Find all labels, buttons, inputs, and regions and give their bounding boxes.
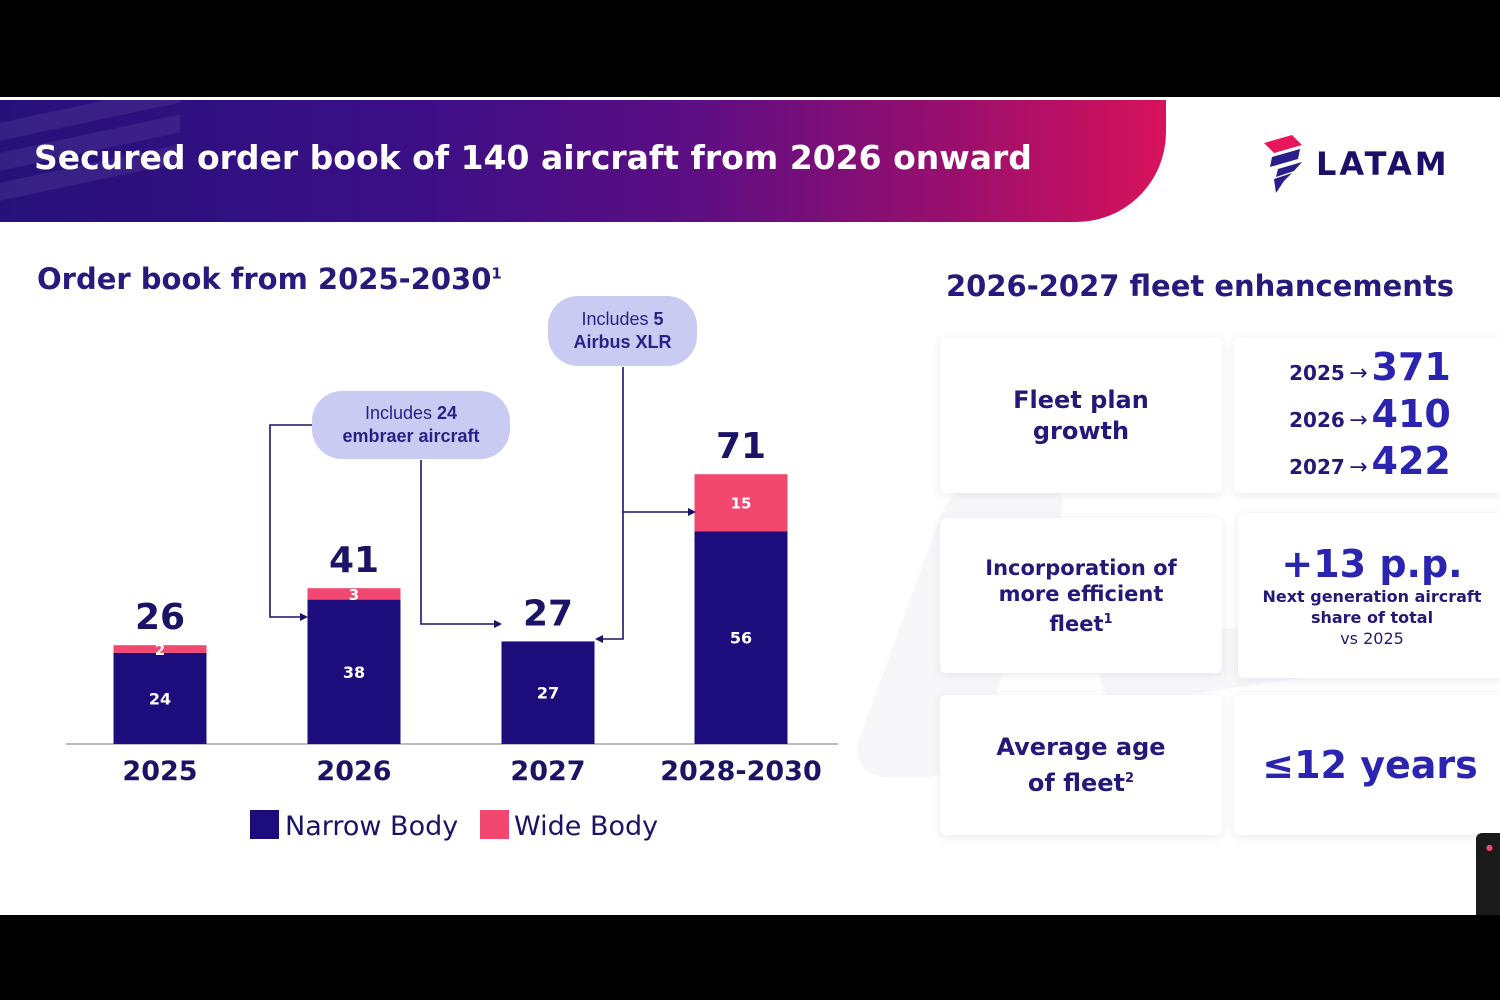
fleet-plan-label: Fleet plan growth (1013, 385, 1149, 445)
growth-row: 2026 → 410 (1289, 392, 1451, 436)
order-book-chart: 24 2 26 2025 38 3 41 2026 27 27 2027 56 15 71 2028-203… (0, 272, 880, 902)
connector-arrow (494, 620, 502, 628)
connector-line (600, 367, 624, 640)
bar-narrow-body (113, 652, 207, 744)
data-label-wide: 15 (731, 495, 752, 513)
connector-line (269, 424, 312, 618)
x-tick-label: 2025 (122, 756, 197, 787)
age-label: Average age of fleet2 (996, 732, 1166, 797)
callout-embraer: Includes 24 embraer aircraft (312, 391, 510, 459)
x-tick-label: 2026 (316, 756, 391, 787)
order-book-heading: Order book from 2025-20301 (37, 262, 502, 296)
total-label: 26 (135, 597, 185, 638)
efficiency-label-card: Incorporation of more efficient fleet1 (940, 518, 1222, 673)
bar-narrow-body (694, 531, 788, 744)
data-label-wide: 3 (349, 586, 359, 604)
efficiency-vs: vs 2025 (1340, 629, 1404, 648)
age-value-card: ≤12 years (1234, 695, 1500, 835)
x-tick-label: 2028-2030 (660, 756, 822, 787)
connector-arrow (595, 635, 603, 643)
growth-row: 2027 → 422 (1289, 439, 1451, 483)
efficiency-value-card: +13 p.p. Next generation aircraft share … (1238, 513, 1500, 678)
title-banner: Secured order book of 140 aircraft from … (0, 100, 1166, 222)
efficiency-value: +13 p.p. (1281, 542, 1463, 586)
slide-title: Secured order book of 140 aircraft from … (34, 138, 1032, 177)
connector-arrow (300, 613, 308, 621)
fleet-plan-value-card: 2025 → 371 2026 → 410 2027 → 422 (1234, 338, 1500, 493)
bar-narrow-body (501, 641, 595, 744)
total-label: 27 (523, 593, 573, 634)
logo-text: LATAM (1316, 145, 1450, 183)
age-value: ≤12 years (1262, 743, 1478, 787)
bar-wide-body (694, 474, 788, 532)
latam-logo: LATAM (1262, 135, 1482, 201)
legend-swatch-narrow (250, 810, 279, 839)
total-label: 41 (329, 540, 379, 581)
legend-label-wide: Wide Body (514, 811, 658, 842)
data-label-wide: 2 (155, 641, 165, 659)
notification-popup[interactable]: ● (1476, 833, 1500, 915)
legend-swatch-wide (480, 810, 509, 839)
fleet-plan-label-card: Fleet plan growth (940, 338, 1222, 493)
bar-wide-body (307, 588, 401, 600)
connector-line (420, 460, 496, 625)
bar-narrow-body (307, 599, 401, 744)
data-label-narrow: 56 (730, 629, 752, 648)
efficiency-desc: Next generation aircraft share of total (1262, 587, 1482, 627)
bar-wide-body (113, 645, 207, 653)
latam-logo-icon (1264, 135, 1302, 193)
efficiency-label: Incorporation of more efficient fleet1 (985, 555, 1177, 636)
growth-row: 2025 → 371 (1289, 345, 1451, 389)
fleet-enhancements-heading: 2026-2027 fleet enhancements (946, 269, 1455, 303)
data-label-narrow: 27 (537, 684, 559, 703)
data-label-narrow: 38 (343, 663, 365, 682)
connector-arrow (688, 508, 696, 516)
x-tick-label: 2027 (510, 756, 585, 787)
stacked-bar-chart: 24 2 26 2025 38 3 41 2026 27 27 2027 56 15 71 2028-203… (66, 367, 838, 842)
legend-label-narrow: Narrow Body (285, 811, 458, 842)
data-label-narrow: 24 (149, 689, 171, 708)
age-label-card: Average age of fleet2 (940, 695, 1222, 835)
notification-icon: ● (1486, 843, 1493, 852)
fleet-growth-list: 2025 → 371 2026 → 410 2027 → 422 (1289, 345, 1451, 486)
total-label: 71 (716, 426, 766, 467)
callout-xlr: Includes 5 Airbus XLR (548, 296, 697, 366)
slide: Secured order book of 140 aircraft from … (0, 97, 1500, 915)
